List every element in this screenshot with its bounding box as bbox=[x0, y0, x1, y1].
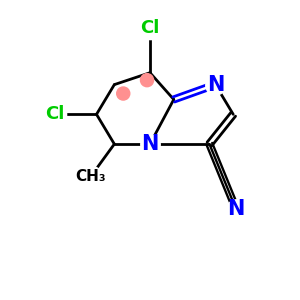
Text: Cl: Cl bbox=[140, 19, 160, 37]
Circle shape bbox=[140, 74, 154, 87]
Text: N: N bbox=[227, 200, 245, 219]
Circle shape bbox=[117, 87, 130, 100]
Text: N: N bbox=[141, 134, 159, 154]
Text: N: N bbox=[207, 75, 224, 94]
Text: Cl: Cl bbox=[45, 105, 64, 123]
Text: CH₃: CH₃ bbox=[75, 169, 106, 184]
